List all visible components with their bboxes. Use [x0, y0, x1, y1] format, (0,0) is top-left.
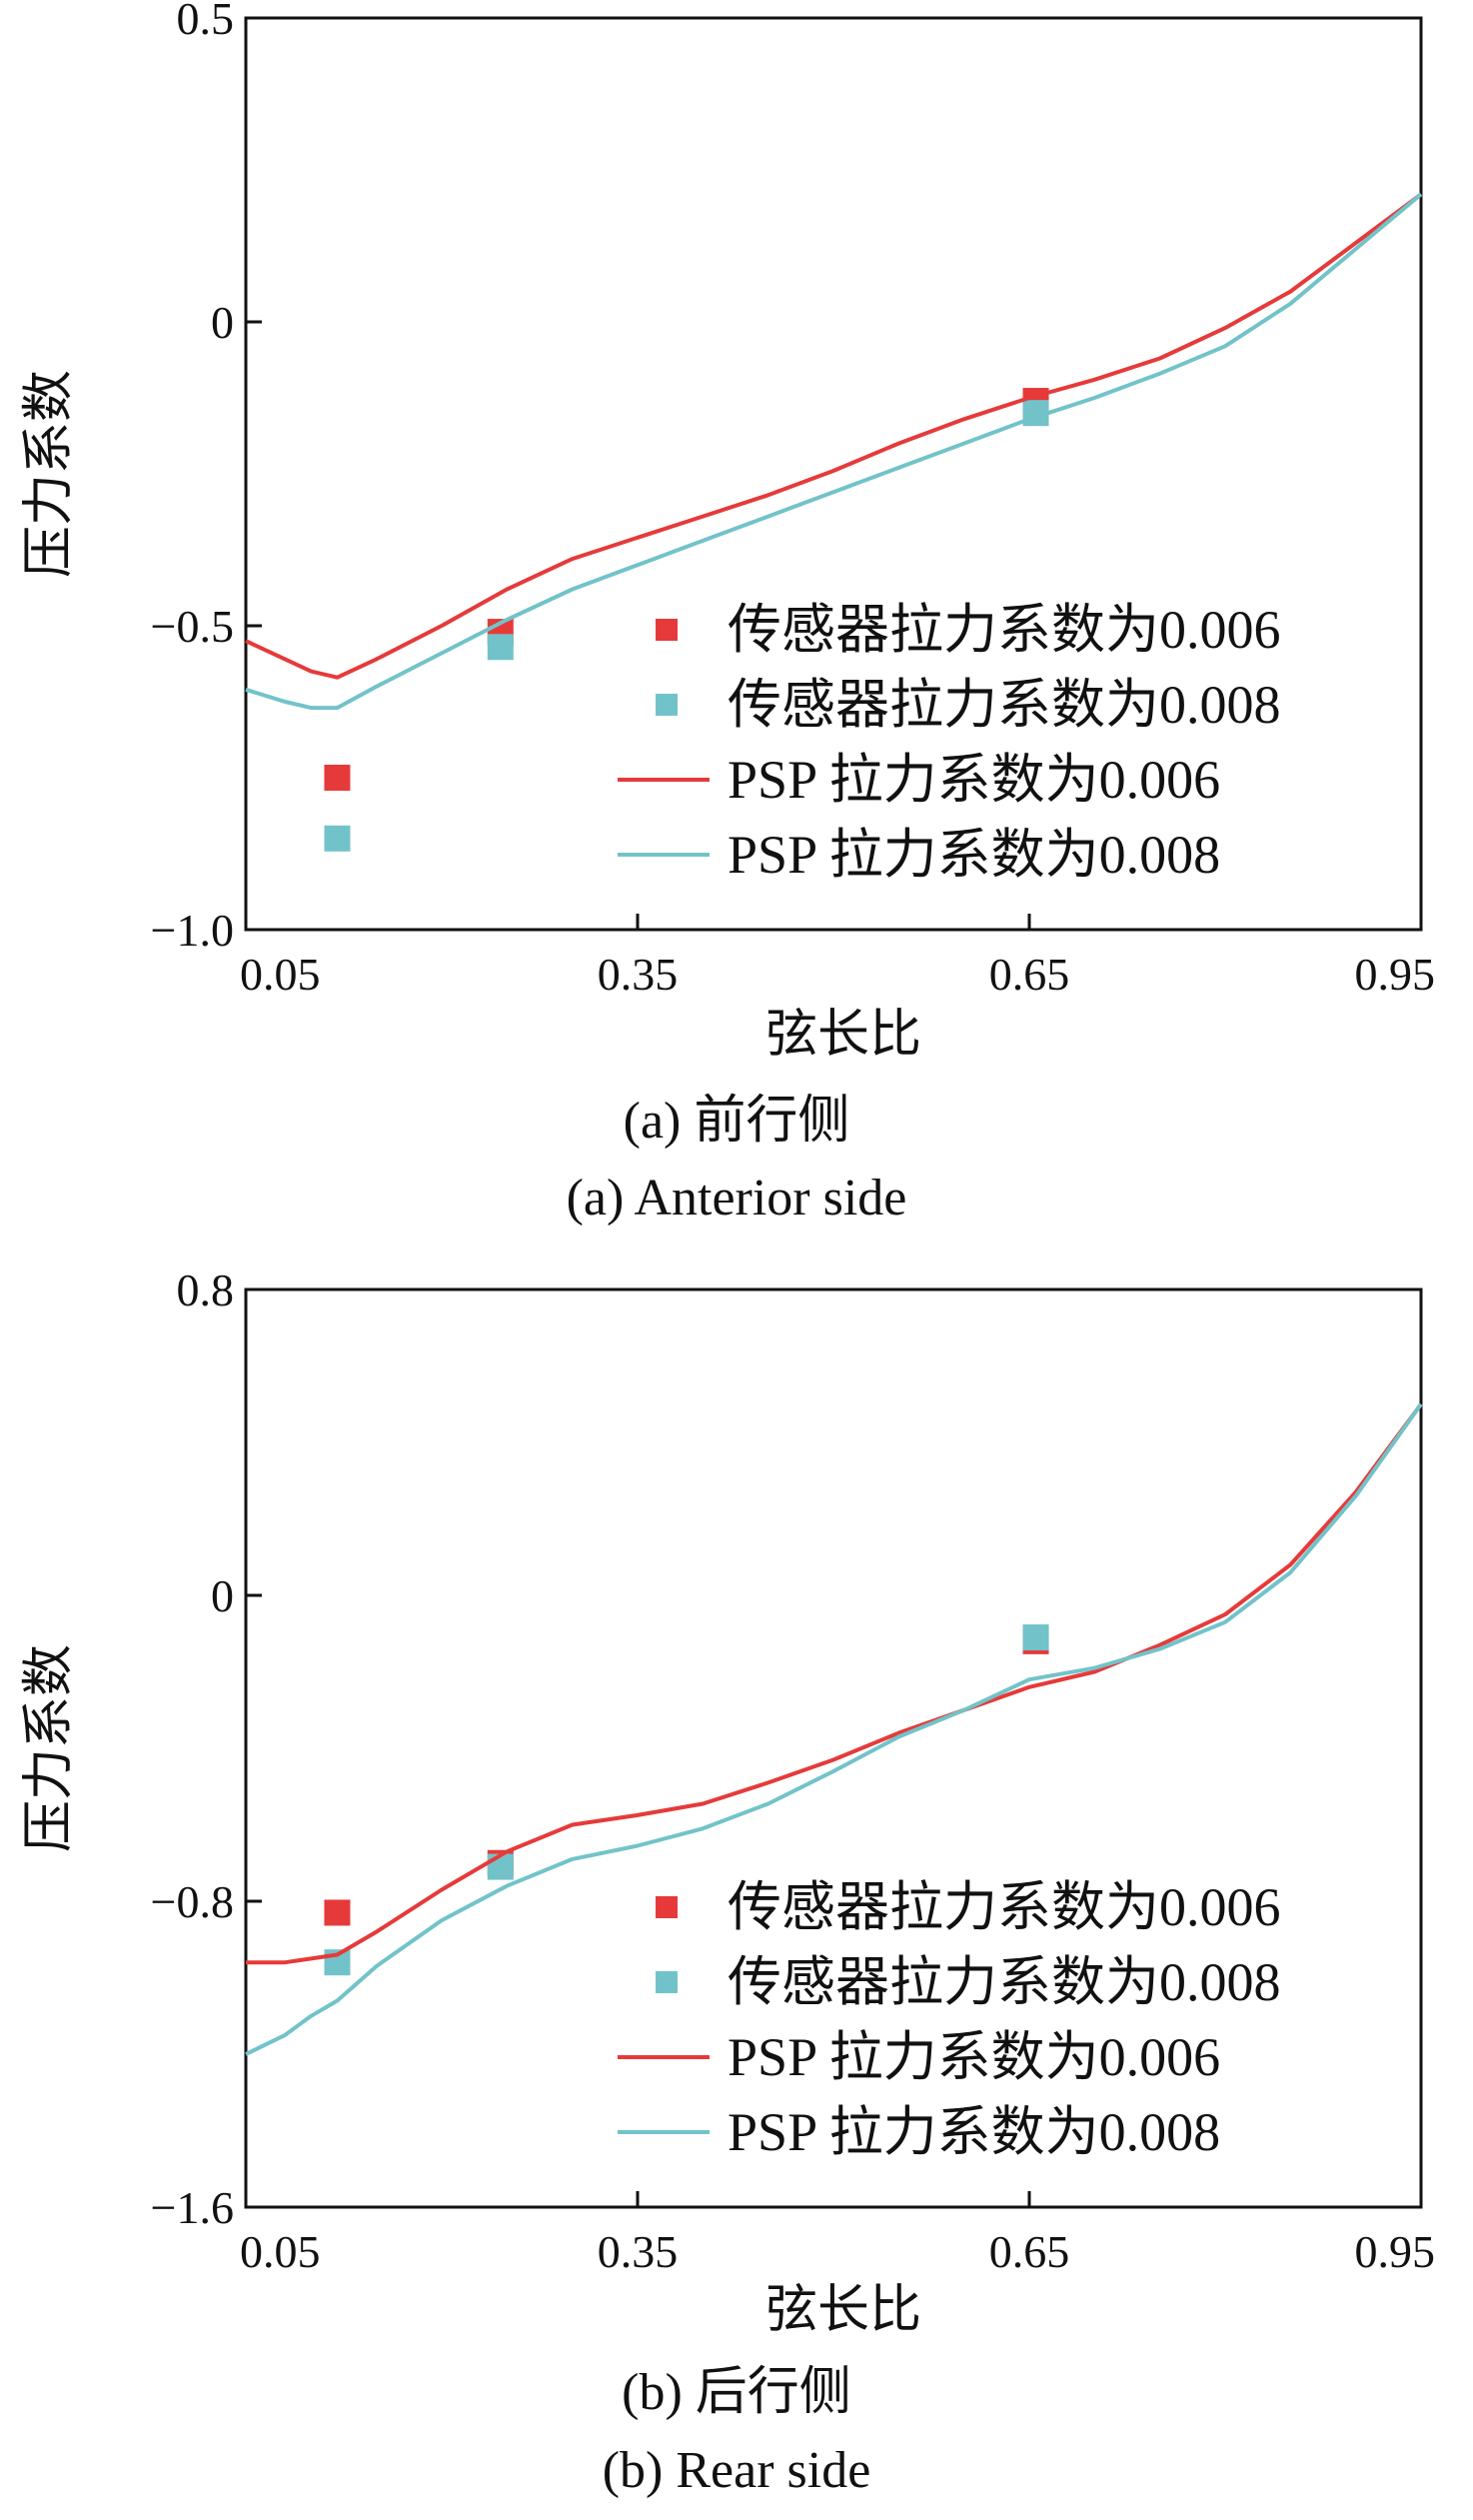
- y-tick-label: −0.8: [151, 1876, 234, 1927]
- y-tick-label: −1.6: [151, 2182, 234, 2233]
- plot-frame: [244, 1287, 1423, 2209]
- legend-label: 传感器拉力系数为0.006: [728, 1877, 1281, 1937]
- data-point: [324, 765, 351, 791]
- y-axis-label: 压力系数: [21, 370, 78, 578]
- series-line: [245, 192, 1423, 680]
- x-tick-label: 0.95: [1355, 949, 1436, 1000]
- x-tick-label: 0.65: [989, 2226, 1070, 2277]
- y-tick-label: 0.5: [177, 0, 235, 44]
- legend-label: PSP 拉力系数为0.008: [728, 2102, 1220, 2162]
- y-axis-label: 压力系数: [21, 1644, 78, 1852]
- x-tick-label: 0.95: [1355, 2226, 1436, 2277]
- data-point: [487, 634, 514, 661]
- x-tick-label: 0.35: [598, 2226, 679, 2277]
- legend-label: PSP 拉力系数为0.006: [728, 750, 1220, 810]
- chart-b: 0.8 0 −0.8 −1.60.05 0.35 0.65 0.95 弦长比 压力系数 (b) 后…: [21, 1264, 1435, 2499]
- legend-label: PSP 拉力系数为0.008: [728, 825, 1220, 885]
- data-point: [487, 1853, 514, 1880]
- legend-label: PSP 拉力系数为0.006: [728, 2027, 1220, 2087]
- x-axis-label: 弦长比: [765, 2282, 921, 2339]
- legend-marker: [656, 694, 678, 716]
- x-tick-label: 0.65: [989, 949, 1070, 1000]
- caption-english: (a) Anterior side: [567, 1170, 907, 1227]
- series-line: [246, 1402, 1423, 1965]
- series-line: [245, 192, 1423, 711]
- legend-label: 传感器拉力系数为0.006: [728, 600, 1281, 660]
- data-point: [324, 825, 351, 852]
- y-tick-label: 0: [211, 297, 234, 348]
- x-axis-label: 弦长比: [765, 1007, 921, 1064]
- y-tick-label: −0.5: [151, 601, 234, 652]
- series-line: [245, 1402, 1423, 2056]
- caption-chinese: (b) 后行侧: [622, 2364, 851, 2421]
- data-point: [1022, 1624, 1049, 1651]
- legend-label: 传感器拉力系数为0.008: [728, 1952, 1281, 2012]
- data-point: [324, 1899, 351, 1926]
- x-tick-label: 0.35: [598, 949, 679, 1000]
- x-tick-label: 0.05: [240, 949, 321, 1000]
- y-tick-label: 0: [211, 1570, 234, 1621]
- caption-chinese: (a) 前行侧: [624, 1093, 850, 1150]
- legend-marker: [656, 619, 678, 641]
- chart-a: 0.5 0 −0.5 −1.00.05 0.35 0.65 0.95 弦长比 压力系数 (a) 前…: [21, 0, 1435, 1227]
- plot-frame: [244, 16, 1423, 932]
- x-tick-label: 0.05: [240, 2226, 321, 2277]
- legend-label: 传感器拉力系数为0.008: [728, 675, 1281, 735]
- legend-marker: [656, 1896, 678, 1918]
- y-tick-label: −1.0: [151, 905, 234, 956]
- caption-english: (b) Rear side: [603, 2442, 871, 2499]
- legend-marker: [656, 1971, 678, 1993]
- y-tick-label: 0.8: [177, 1264, 235, 1315]
